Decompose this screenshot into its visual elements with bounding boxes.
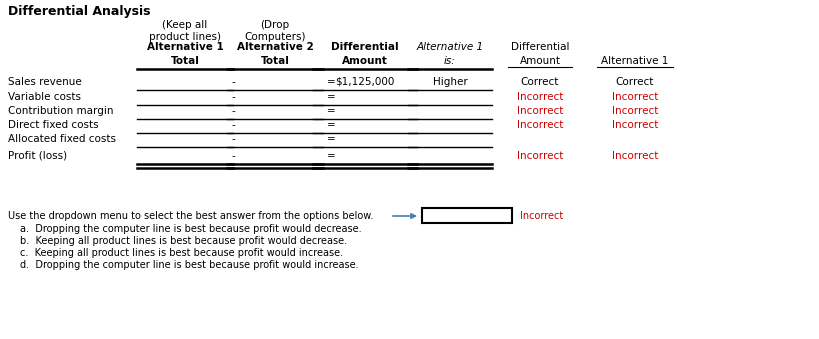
Text: Incorrect: Incorrect	[517, 120, 563, 130]
Text: Correct: Correct	[521, 77, 559, 87]
Text: =: =	[327, 77, 335, 87]
Text: -: -	[231, 151, 235, 161]
Text: Incorrect: Incorrect	[517, 106, 563, 116]
Text: =: =	[327, 106, 335, 116]
FancyBboxPatch shape	[422, 208, 512, 223]
Text: d.  Dropping the computer line is best because profit would increase.: d. Dropping the computer line is best be…	[20, 260, 359, 270]
Text: -: -	[231, 134, 235, 144]
Text: Profit (loss): Profit (loss)	[8, 151, 67, 161]
Text: -: -	[231, 92, 235, 102]
Text: Incorrect: Incorrect	[612, 106, 658, 116]
Text: =: =	[327, 92, 335, 102]
Text: -: -	[231, 120, 235, 130]
Text: Higher: Higher	[432, 77, 468, 87]
Text: Sales revenue: Sales revenue	[8, 77, 82, 87]
Text: Total: Total	[170, 56, 200, 66]
Text: Incorrect: Incorrect	[517, 151, 563, 161]
Text: =: =	[327, 134, 335, 144]
Text: Incorrect: Incorrect	[612, 120, 658, 130]
Text: a.  Dropping the computer line is best because profit would decrease.: a. Dropping the computer line is best be…	[20, 224, 362, 234]
Text: Incorrect: Incorrect	[612, 151, 658, 161]
Text: (Drop
Computers): (Drop Computers)	[244, 20, 305, 42]
Text: Variable costs: Variable costs	[8, 92, 81, 102]
Text: Alternative 1: Alternative 1	[601, 56, 668, 66]
Text: is:: is:	[444, 56, 456, 66]
Text: Contribution margin: Contribution margin	[8, 106, 114, 116]
Text: Correct: Correct	[616, 77, 654, 87]
Text: Differential: Differential	[331, 42, 399, 52]
Text: Use the dropdown menu to select the best answer from the options below.: Use the dropdown menu to select the best…	[8, 211, 373, 221]
Text: Total: Total	[260, 56, 289, 66]
Text: =: =	[327, 120, 335, 130]
Text: Allocated fixed costs: Allocated fixed costs	[8, 134, 116, 144]
Text: b.  Keeping all product lines is best because profit would decrease.: b. Keeping all product lines is best bec…	[20, 236, 347, 246]
Text: (Keep all
product lines): (Keep all product lines)	[149, 20, 221, 42]
Text: Alternative 2: Alternative 2	[237, 42, 314, 52]
Text: $1,125,000: $1,125,000	[335, 77, 395, 87]
Text: Alternative 1: Alternative 1	[147, 42, 224, 52]
Text: Differential: Differential	[511, 42, 569, 52]
Text: Amount: Amount	[342, 56, 388, 66]
Text: Direct fixed costs: Direct fixed costs	[8, 120, 98, 130]
Text: -: -	[231, 77, 235, 87]
Text: c.  Keeping all product lines is best because profit would increase.: c. Keeping all product lines is best bec…	[20, 248, 343, 258]
Text: Incorrect: Incorrect	[520, 211, 563, 221]
Text: Alternative 1: Alternative 1	[416, 42, 483, 52]
Text: =: =	[327, 151, 335, 161]
Text: Incorrect: Incorrect	[517, 92, 563, 102]
Text: Incorrect: Incorrect	[612, 92, 658, 102]
Text: Amount: Amount	[519, 56, 560, 66]
Text: Differential Analysis: Differential Analysis	[8, 5, 151, 19]
Text: -: -	[231, 106, 235, 116]
